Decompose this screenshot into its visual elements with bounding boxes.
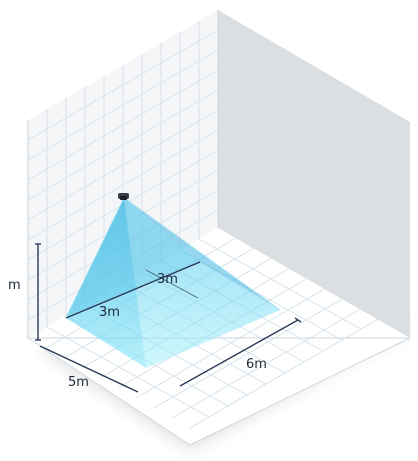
width-dim-line — [39, 345, 139, 393]
right-wall — [218, 10, 410, 338]
coverage-label-a: 3m — [99, 305, 120, 320]
coverage-cone-front — [66, 198, 146, 368]
left-wall-grid — [27, 21, 219, 327]
floor-edge — [26, 337, 411, 446]
depth-dim-line — [179, 319, 299, 387]
coverage-label-b: 3m — [157, 272, 178, 287]
cone-edge — [123, 197, 281, 311]
height-label: m — [8, 278, 21, 293]
width-label: 5m — [68, 375, 89, 390]
camera-icon — [118, 193, 129, 200]
coverage-dim-line-a — [65, 261, 201, 319]
coverage-dim-line-b — [145, 269, 199, 299]
depth-label: 6m — [246, 357, 267, 372]
cone-edge — [65, 197, 125, 319]
depth-dim-tick — [294, 317, 302, 323]
